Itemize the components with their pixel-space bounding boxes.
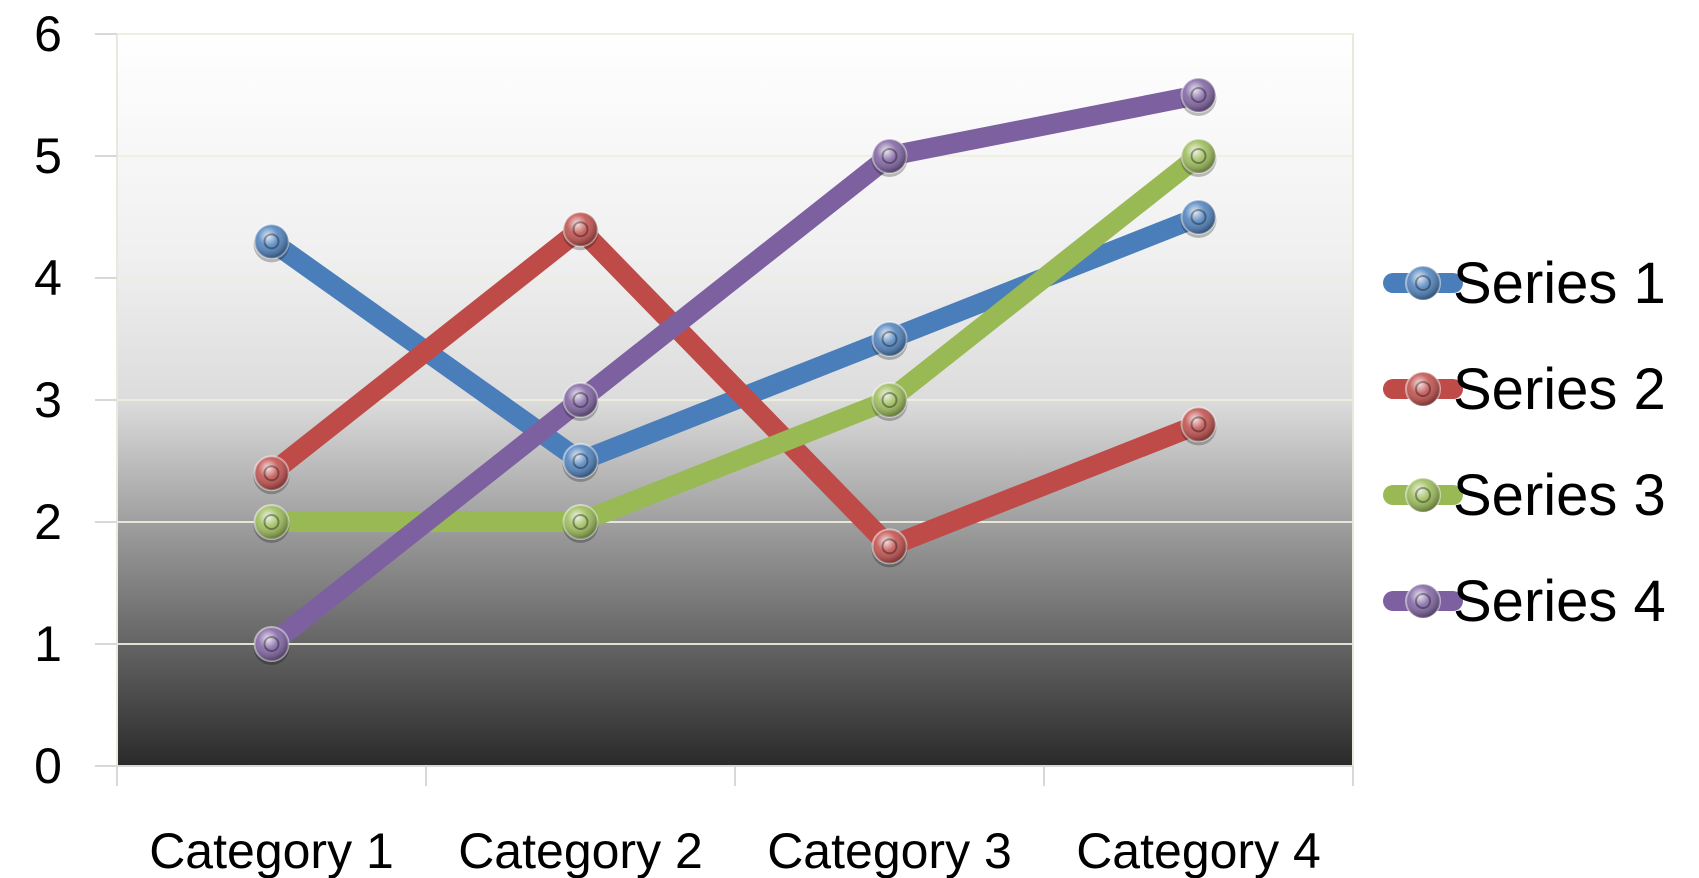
- legend-item: Series 4: [1383, 569, 1666, 634]
- legend-item: Series 3: [1383, 463, 1666, 528]
- legend-swatch-highlight: [1406, 372, 1440, 406]
- data-point-inner-ring: [572, 453, 589, 469]
- data-point-inner-ring: [881, 392, 898, 408]
- series-markers: [253, 77, 1217, 665]
- legend-item: Series 1: [1383, 251, 1666, 316]
- legend-swatch-highlight: [1406, 584, 1440, 618]
- series-line: [261, 85, 1209, 654]
- data-point-highlight: [1181, 407, 1216, 442]
- legend-swatch-inner-ring: [1415, 275, 1431, 291]
- data-point-highlight: [872, 383, 907, 417]
- legend: Series 1 Series 2 Series 3 Series 4: [1383, 251, 1666, 634]
- data-point-highlight: [254, 627, 289, 661]
- x-tick-label: Category 3: [767, 823, 1012, 878]
- data-point-inner-ring: [881, 148, 898, 164]
- data-point-highlight: [563, 212, 598, 247]
- data-point-highlight: [872, 139, 907, 173]
- legend-label: Series 2: [1453, 357, 1666, 422]
- data-point-inner-ring: [263, 465, 280, 482]
- data-point-highlight: [563, 383, 598, 417]
- data-point-highlight: [254, 505, 289, 539]
- x-tick-label: Category 2: [458, 823, 703, 878]
- y-tick-label: 3: [34, 372, 62, 428]
- legend-swatch-inner-ring: [1415, 593, 1431, 609]
- legend-label: Series 4: [1453, 569, 1666, 634]
- y-tick-label: 4: [34, 250, 62, 306]
- data-point-highlight: [1181, 200, 1216, 234]
- legend-swatch-highlight: [1406, 266, 1440, 300]
- y-tick-label: 6: [34, 6, 62, 62]
- data-point-inner-ring: [1190, 416, 1207, 433]
- data-point-inner-ring: [572, 392, 589, 408]
- data-point-inner-ring: [1190, 209, 1207, 225]
- data-point-highlight: [872, 322, 907, 356]
- data-point-inner-ring: [1190, 87, 1207, 103]
- legend-item: Series 2: [1383, 357, 1666, 422]
- data-point-highlight: [563, 505, 598, 539]
- series-lines: [261, 85, 1209, 654]
- y-tick-label: 2: [34, 494, 62, 550]
- y-axis-ticks: 0 1 2 3 4 5 6: [34, 6, 62, 794]
- y-tick-label: 0: [34, 738, 62, 794]
- data-point-highlight: [872, 529, 907, 564]
- axes: [95, 33, 1354, 786]
- data-point-highlight: [254, 224, 289, 259]
- legend-swatch-inner-ring: [1415, 487, 1431, 503]
- data-point-highlight: [563, 444, 598, 478]
- data-point-inner-ring: [1190, 148, 1207, 164]
- data-point-inner-ring: [881, 331, 898, 347]
- x-tick-label: Category 4: [1076, 823, 1321, 878]
- data-point-inner-ring: [572, 514, 589, 530]
- data-point-inner-ring: [263, 514, 280, 530]
- data-point-inner-ring: [263, 636, 280, 652]
- data-point-highlight: [1181, 78, 1216, 112]
- data-point-highlight: [1181, 139, 1216, 173]
- legend-label: Series 3: [1453, 463, 1666, 528]
- x-tick-label: Category 1: [149, 823, 394, 878]
- x-axis-ticks: Category 1 Category 2 Category 3 Category 4: [149, 823, 1321, 878]
- data-point-highlight: [254, 456, 289, 491]
- legend-swatch-inner-ring: [1415, 381, 1431, 397]
- data-point-inner-ring: [263, 233, 280, 250]
- y-tick-label: 1: [34, 616, 62, 672]
- legend-label: Series 1: [1453, 251, 1666, 316]
- data-point-inner-ring: [572, 221, 589, 238]
- series-line: [261, 219, 1209, 557]
- data-point-inner-ring: [881, 538, 898, 555]
- legend-swatch-highlight: [1406, 478, 1440, 512]
- y-tick-label: 5: [34, 128, 62, 184]
